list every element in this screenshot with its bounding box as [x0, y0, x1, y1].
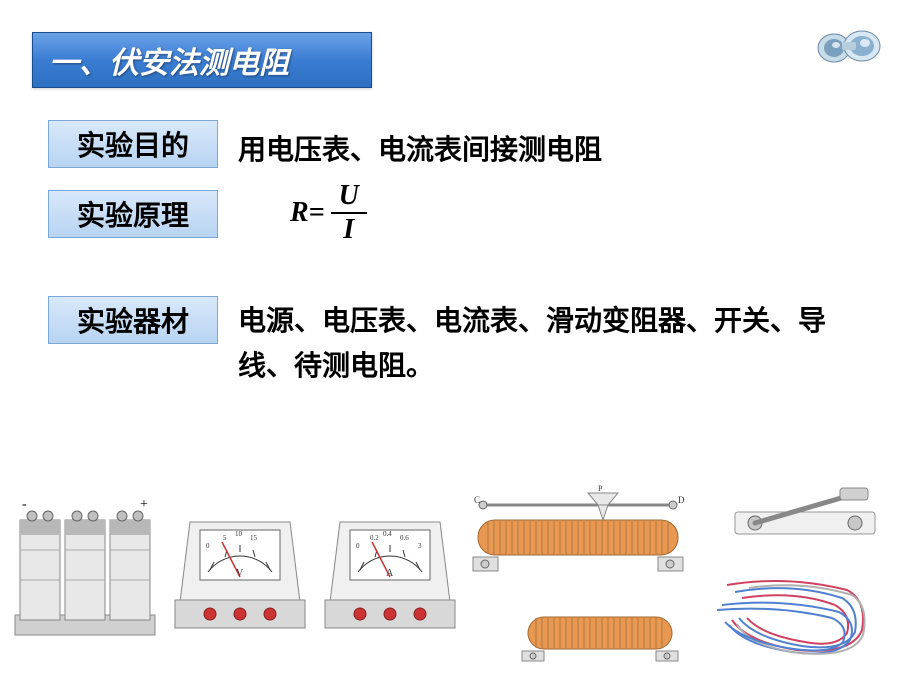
section-title: 一、伏安法测电阻 — [49, 38, 289, 82]
svg-text:5: 5 — [223, 534, 227, 542]
svg-text:0.2: 0.2 — [370, 534, 379, 542]
svg-text:0: 0 — [206, 542, 210, 550]
svg-text:+: + — [140, 497, 148, 512]
svg-text:3: 3 — [418, 542, 422, 550]
formula-fraction: U I — [331, 180, 367, 246]
label-purpose-text: 实验目的 — [77, 124, 189, 164]
purpose-content: 用电压表、电流表间接测电阻 — [238, 128, 602, 168]
battery-icon: - + — [10, 480, 160, 640]
ammeter-icon: 0 0.2 0.4 0.6 3 A — [320, 482, 460, 632]
rheostat-icon: P C D — [468, 485, 688, 575]
svg-text:A: A — [386, 568, 394, 579]
svg-text:0.4: 0.4 — [383, 530, 392, 538]
svg-text:10: 10 — [235, 530, 243, 538]
label-equipment: 实验器材 — [48, 296, 218, 344]
svg-text:0: 0 — [356, 542, 360, 550]
svg-text:15: 15 — [250, 534, 258, 542]
resistor-icon — [520, 607, 680, 662]
equipment-illustrations: - + 0 5 10 15 V 0 — [10, 450, 910, 680]
binoculars-icon — [814, 20, 884, 70]
section-title-banner: 一、伏安法测电阻 — [32, 32, 372, 88]
svg-text:-: - — [22, 497, 27, 512]
voltmeter-icon: 0 5 10 15 V — [170, 482, 310, 632]
equipment-content: 电源、电压表、电流表、滑动变阻器、开关、导线、待测电阻。 — [238, 300, 878, 390]
label-principle-text: 实验原理 — [77, 194, 189, 234]
wires-icon — [707, 570, 882, 670]
formula-left: R= — [290, 197, 325, 229]
svg-text:P: P — [598, 485, 603, 493]
svg-text:V: V — [236, 568, 244, 579]
switch-icon — [730, 482, 880, 537]
label-principle: 实验原理 — [48, 190, 218, 238]
label-equipment-text: 实验器材 — [77, 300, 189, 340]
formula: R= U I — [290, 180, 367, 246]
svg-text:D: D — [678, 495, 685, 505]
svg-text:0.6: 0.6 — [400, 534, 409, 542]
svg-text:C: C — [474, 495, 480, 505]
formula-numerator: U — [331, 180, 367, 214]
label-purpose: 实验目的 — [48, 120, 218, 168]
formula-denominator: I — [335, 214, 362, 246]
